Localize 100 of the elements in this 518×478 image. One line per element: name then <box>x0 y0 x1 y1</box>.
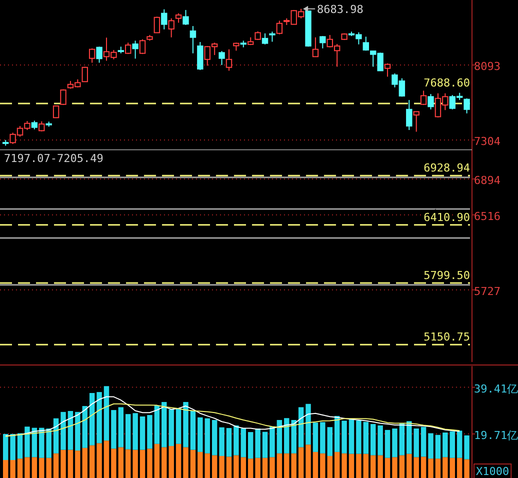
ref-line-label: 5150.75 <box>424 330 470 344</box>
bar <box>68 450 74 478</box>
candlestick <box>428 93 434 110</box>
candlestick <box>52 105 60 119</box>
bar <box>270 426 275 458</box>
candlestick <box>82 66 88 83</box>
candlestick <box>88 48 96 64</box>
candlestick <box>384 62 391 78</box>
candlestick <box>312 36 319 58</box>
bar <box>154 406 160 444</box>
line-series <box>5 403 460 438</box>
candlestick <box>190 26 196 54</box>
bar <box>284 418 290 454</box>
bar <box>126 449 131 478</box>
candlestick <box>413 111 420 132</box>
bar <box>464 459 470 478</box>
bar <box>226 428 232 457</box>
candlestick <box>269 31 276 42</box>
y-tick-label: 7304 <box>474 134 501 148</box>
bar <box>378 425 383 456</box>
bar <box>212 420 218 456</box>
bar <box>320 453 326 478</box>
bar <box>147 415 152 449</box>
bar <box>89 445 95 478</box>
bar <box>3 434 8 460</box>
bar <box>111 410 116 449</box>
bar <box>320 422 326 454</box>
candlestick <box>96 46 102 64</box>
bar <box>183 447 188 478</box>
bar <box>190 450 196 478</box>
y-tick-label: 39.41亿 <box>474 382 518 396</box>
bar <box>284 453 290 478</box>
bar <box>334 416 340 452</box>
candlestick <box>320 36 326 49</box>
bar <box>154 444 160 478</box>
bar <box>384 458 390 478</box>
bar <box>32 457 38 478</box>
bar <box>370 455 376 478</box>
y-tick-label: 5727 <box>474 284 500 298</box>
bar <box>234 425 239 456</box>
bar <box>46 458 52 478</box>
bar <box>342 420 347 454</box>
bar <box>219 456 224 478</box>
bar <box>306 444 311 478</box>
candlestick <box>175 12 182 24</box>
bar <box>406 454 412 478</box>
bar <box>435 434 441 459</box>
bar <box>450 431 455 458</box>
y-tick-label: 6894 <box>474 174 501 187</box>
bar <box>276 453 282 478</box>
candlestick <box>168 18 174 38</box>
bar <box>24 457 30 478</box>
bar <box>248 432 254 459</box>
bar <box>406 421 412 454</box>
bar <box>190 410 196 450</box>
bar <box>53 453 59 478</box>
y-tick-label: 19.71亿 <box>474 428 518 442</box>
bar <box>17 433 23 459</box>
bar <box>3 460 8 478</box>
bar <box>132 450 138 478</box>
bar <box>248 458 254 478</box>
bar <box>219 427 224 456</box>
bar <box>312 452 318 478</box>
bar <box>327 427 332 456</box>
candlestick <box>226 48 232 72</box>
bar <box>399 455 405 478</box>
bar <box>168 446 174 478</box>
y-tick-label: 6516 <box>474 210 500 223</box>
bar <box>363 454 369 478</box>
candlestick <box>38 120 45 132</box>
bar <box>96 443 102 478</box>
bar <box>378 455 383 478</box>
bar <box>39 458 44 478</box>
bar <box>82 406 88 448</box>
bar <box>82 448 88 478</box>
bar <box>68 410 74 450</box>
bar <box>276 420 282 454</box>
bar <box>168 409 174 446</box>
bar <box>420 426 426 457</box>
ref-line-label: 7688.60 <box>424 76 470 90</box>
bar <box>198 452 203 478</box>
bar <box>363 422 369 454</box>
candlestick <box>276 20 283 35</box>
bar <box>435 458 441 478</box>
bar <box>384 430 390 458</box>
candlestick <box>132 40 138 60</box>
ref-line-label: 5799.50 <box>424 268 470 282</box>
bar <box>132 413 138 450</box>
candlestick <box>362 36 370 52</box>
bar <box>348 454 354 478</box>
bar <box>255 458 260 478</box>
candlestick <box>125 42 132 54</box>
ref-line-label: 6410.90 <box>424 210 470 224</box>
candlestick <box>420 90 427 106</box>
bar <box>356 420 362 454</box>
bar <box>234 455 239 478</box>
line-series <box>5 396 460 436</box>
bar <box>348 418 354 454</box>
bar <box>104 440 110 478</box>
bar <box>312 422 318 452</box>
